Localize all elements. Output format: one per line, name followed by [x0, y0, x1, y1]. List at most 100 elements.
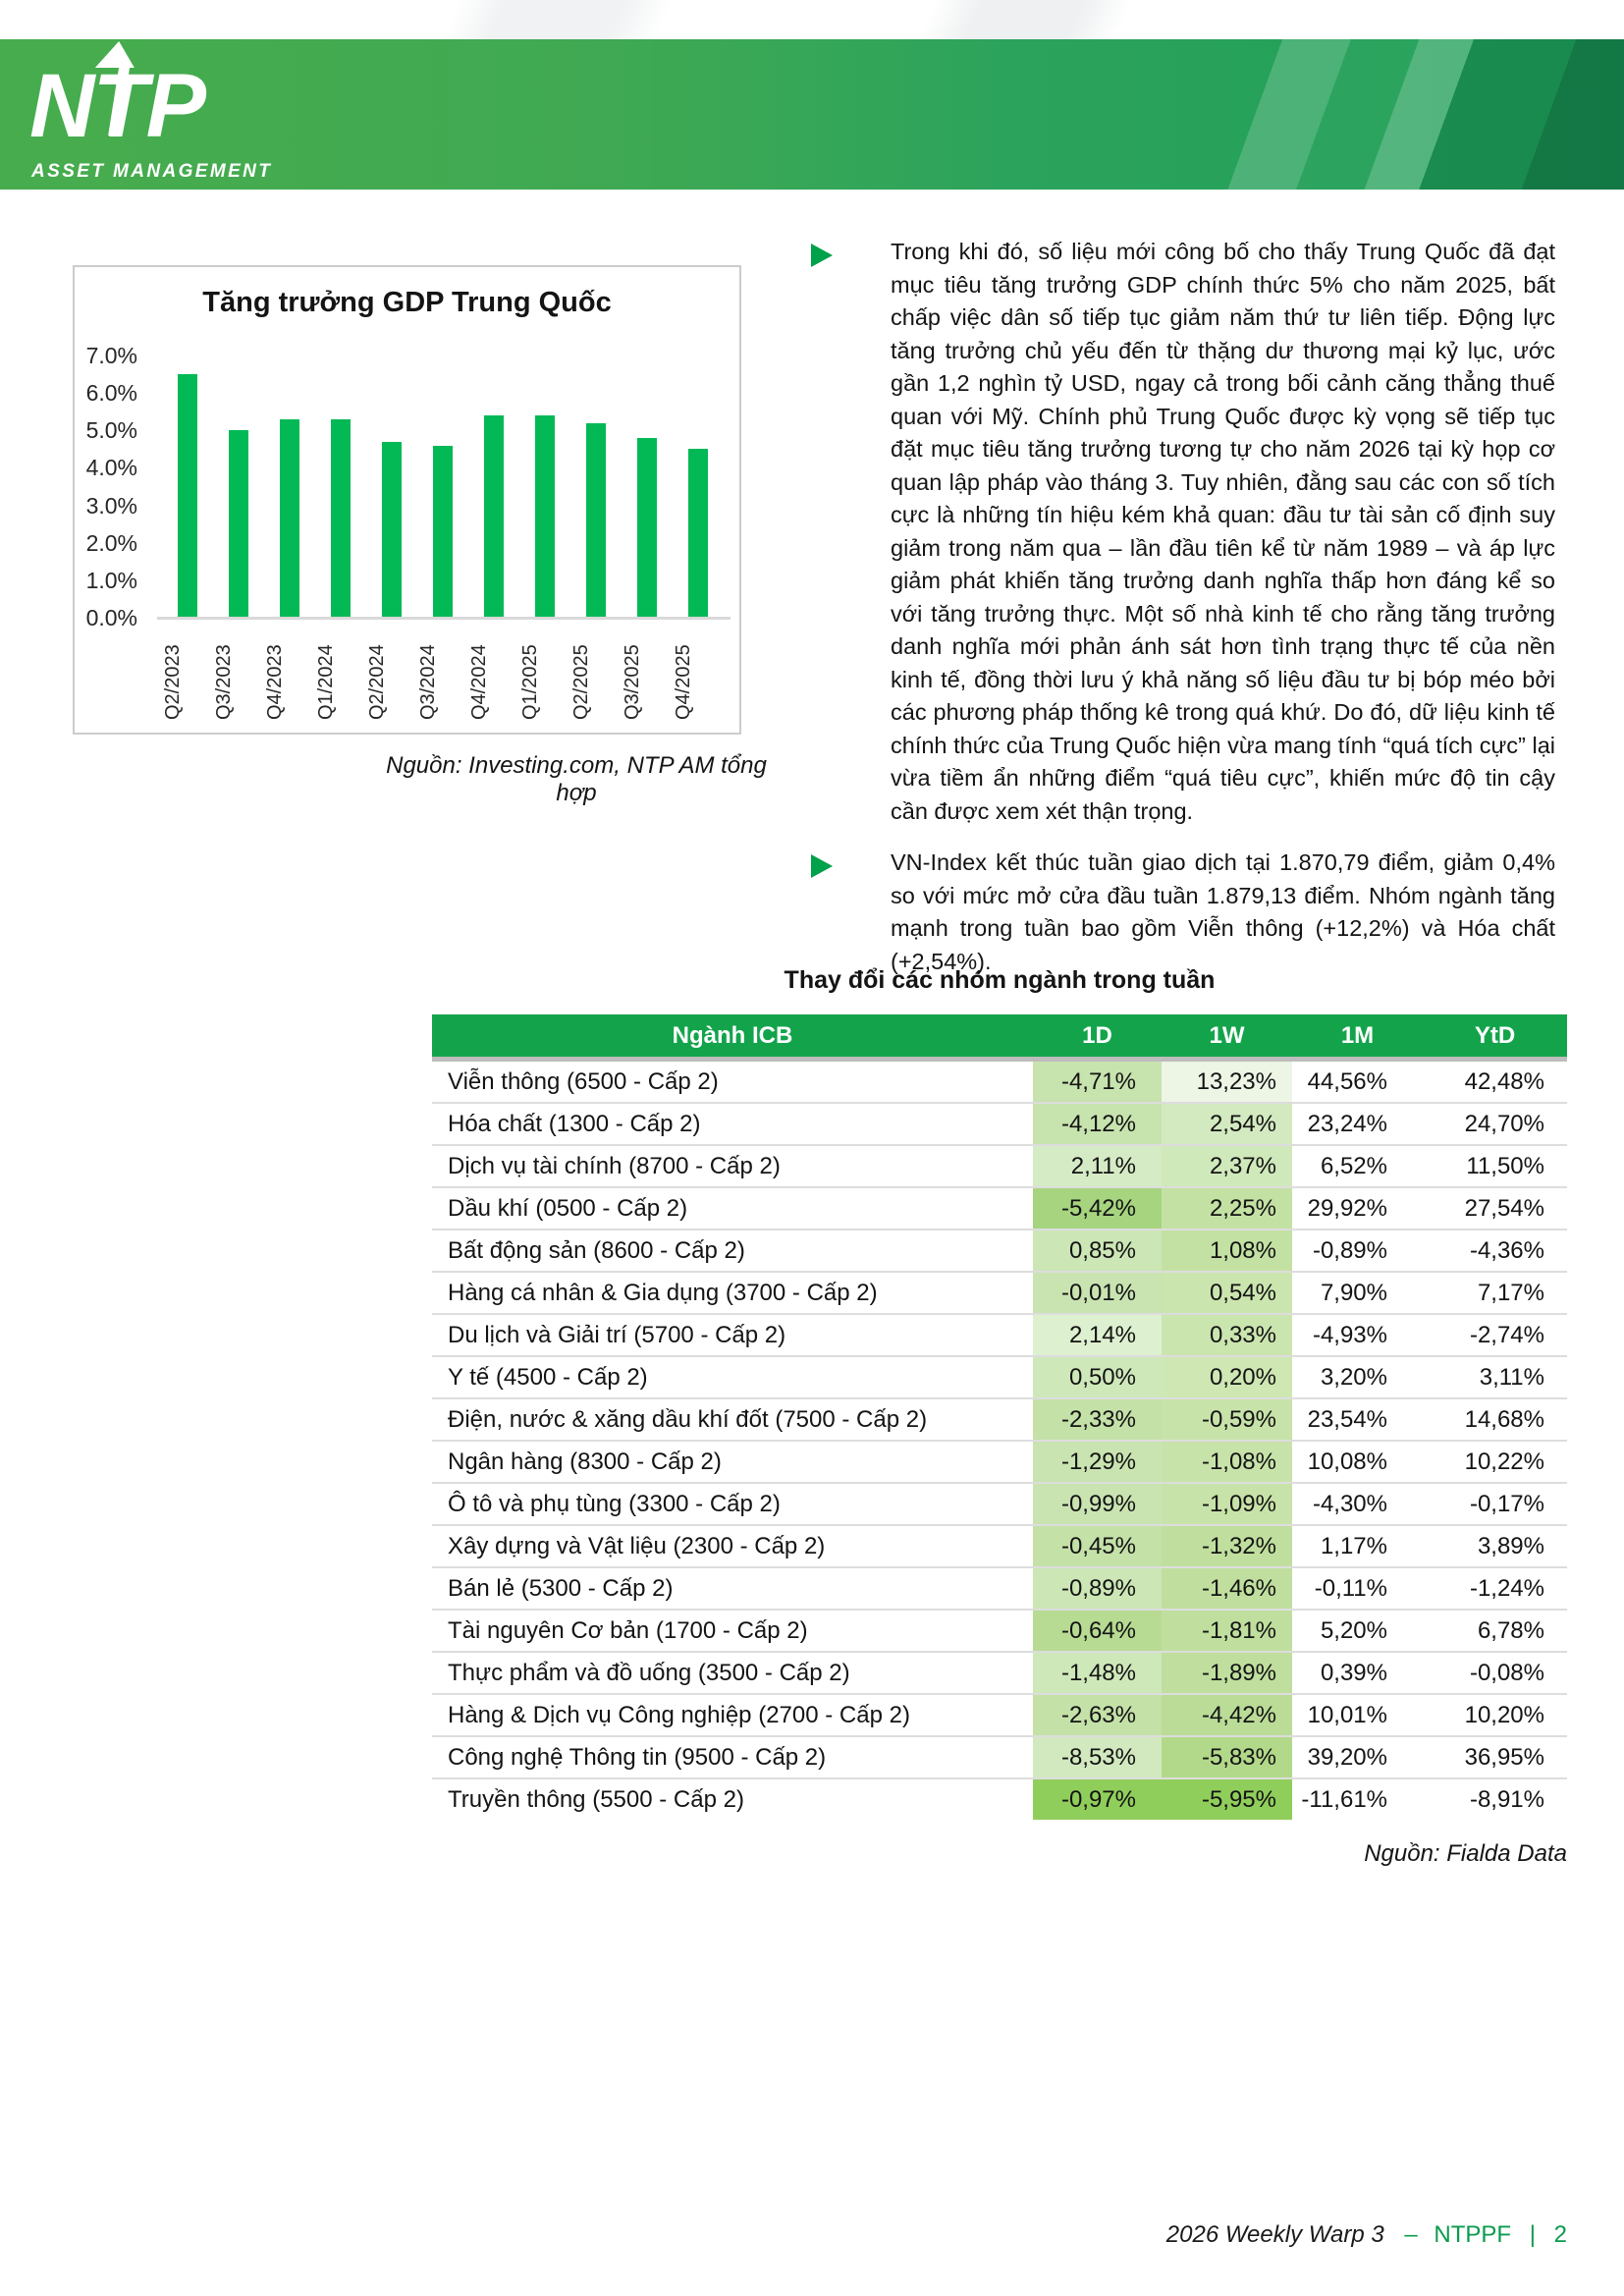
x-tick-label: Q2/2025	[570, 644, 592, 721]
value-cell-YtD: 10,20%	[1464, 1702, 1544, 1728]
sector-name-cell: Dịch vụ tài chính (8700 - Cấp 2)	[448, 1152, 781, 1179]
value-cell-1D: -0,97%	[1033, 1779, 1162, 1820]
gdp-bar-Q4/2024	[484, 415, 504, 618]
gdp-bar-Q3/2023	[229, 430, 248, 618]
y-tick-label: 1.0%	[85, 567, 137, 593]
value-cell-1D: -4,12%	[1033, 1104, 1162, 1144]
y-tick-label: 6.0%	[85, 380, 137, 407]
sector-name-cell: Du lịch và Giải trí (5700 - Cấp 2)	[448, 1321, 786, 1348]
value-cell-YtD: 10,22%	[1464, 1449, 1544, 1475]
page-footer: 2026 Weekly Warp 3 – NTPPF | 2	[1166, 2221, 1567, 2249]
sector-table: Ngành ICB 1D 1W 1M YtD Viễn thông (6500 …	[432, 1014, 1567, 1820]
sector-table-title: Thay đổi các nhóm ngành trong tuần	[784, 966, 1216, 994]
value-cell-1D: -1,29%	[1033, 1442, 1162, 1482]
value-cell-1W: -1,46%	[1162, 1568, 1292, 1609]
brand-banner: NTP ASSET MANAGEMENT	[0, 39, 1624, 190]
page-top-sheen	[0, 0, 1624, 39]
value-cell-1M: 1,17%	[1320, 1533, 1387, 1559]
chart-source-note: Nguồn: Investing.com, NTP AM tổng hợp	[386, 752, 767, 806]
gdp-bar-Q1/2024	[331, 418, 351, 618]
bullet-triangle-icon	[811, 854, 854, 878]
sector-name-cell: Bất động sản (8600 - Cấp 2)	[448, 1236, 745, 1264]
logo-subtext: ASSET MANAGEMENT	[31, 161, 273, 182]
value-cell-1W: -1,09%	[1162, 1484, 1292, 1524]
gdp-bar-Q3/2024	[433, 445, 453, 618]
gdp-bar-Q3/2025	[637, 437, 657, 618]
footer-page-number: 2	[1553, 2221, 1567, 2248]
y-tick-label: 7.0%	[85, 343, 137, 368]
table-row: Tài nguyên Cơ bản (1700 - Cấp 2) -0,64% -1…	[432, 1611, 1567, 1653]
value-cell-1M: 39,20%	[1307, 1744, 1387, 1771]
value-cell-1W: 0,33%	[1162, 1315, 1292, 1355]
value-cell-1W: 2,25%	[1162, 1188, 1292, 1229]
table-row: Hàng cá nhân & Gia dụng (3700 - Cấp 2) -0…	[432, 1273, 1567, 1315]
value-cell-1W: -5,83%	[1162, 1737, 1292, 1777]
value-cell-1W: -1,81%	[1162, 1611, 1292, 1651]
value-cell-YtD: -2,74%	[1469, 1322, 1544, 1348]
x-tick-label: Q3/2023	[213, 644, 235, 721]
table-row: Hóa chất (1300 - Cấp 2) -4,12% 2,54% 23,24%…	[432, 1104, 1567, 1146]
x-tick-label: Q4/2023	[264, 644, 286, 721]
column-header-nganh-icb: Ngành ICB	[672, 1021, 793, 1049]
y-tick-label: 0.0%	[85, 604, 137, 630]
x-tick-label: Q4/2025	[673, 644, 694, 721]
logo-text: NTP	[29, 56, 206, 156]
value-cell-YtD: 27,54%	[1464, 1195, 1544, 1222]
value-cell-1M: -0,89%	[1312, 1237, 1387, 1264]
value-cell-1D: 0,50%	[1033, 1357, 1162, 1397]
value-cell-1W: -1,08%	[1162, 1442, 1292, 1482]
value-cell-1D: 2,11%	[1033, 1146, 1162, 1186]
sector-name-cell: Công nghệ Thông tin (9500 - Cấp 2)	[448, 1743, 827, 1771]
bullet-item-vnindex: VN-Index kết thúc tuần giao dịch tại 1.8…	[811, 847, 1555, 978]
value-cell-YtD: 3,89%	[1477, 1533, 1544, 1559]
sector-name-cell: Thực phẩm và đồ uống (3500 - Cấp 2)	[448, 1659, 850, 1686]
column-header-ytd: YtD	[1474, 1021, 1516, 1049]
value-cell-YtD: -0,08%	[1469, 1660, 1544, 1686]
sector-name-cell: Tài nguyên Cơ bản (1700 - Cấp 2)	[448, 1616, 808, 1644]
value-cell-1D: -5,42%	[1033, 1188, 1162, 1229]
chart-title: Tăng trưởng GDP Trung Quốc	[202, 287, 612, 318]
sector-table-header: Ngành ICB 1D 1W 1M YtD	[432, 1014, 1567, 1057]
value-cell-1W: -5,95%	[1162, 1779, 1292, 1820]
sector-name-cell: Xây dựng và Vật liệu (2300 - Cấp 2)	[448, 1532, 826, 1559]
x-tick-label: Q2/2023	[162, 644, 184, 721]
table-row: Điện, nước & xăng dầu khí đốt (7500 - Cấ…	[432, 1399, 1567, 1442]
table-row: Viễn thông (6500 - Cấp 2) -4,71% 13,23% 44,…	[432, 1062, 1567, 1104]
value-cell-YtD: 6,78%	[1477, 1617, 1544, 1644]
value-cell-1M: -4,93%	[1312, 1322, 1387, 1348]
table-row: Bất động sản (8600 - Cấp 2) 0,85% 1,08% -0,…	[432, 1230, 1567, 1273]
gdp-bar-Q2/2024	[382, 441, 402, 618]
footer-divider: |	[1529, 2221, 1536, 2248]
gdp-chart-panel: Tăng trưởng GDP Trung Quốc 7.0% 6.0% 5.0% 4…	[73, 265, 741, 735]
table-source-note: Nguồn: Fialda Data	[1364, 1840, 1567, 1867]
value-cell-1M: 23,54%	[1307, 1406, 1387, 1433]
table-row: Ô tô và phụ tùng (3300 - Cấp 2) -0,99% -1,…	[432, 1484, 1567, 1526]
sector-name-cell: Hàng & Dịch vụ Công nghiệp (2700 - Cấp 2…	[448, 1701, 910, 1728]
table-row: Du lịch và Giải trí (5700 - Cấp 2) 2,14% 0…	[432, 1315, 1567, 1357]
sector-name-cell: Hóa chất (1300 - Cấp 2)	[448, 1110, 701, 1137]
bullet-text-vnindex: VN-Index kết thúc tuần giao dịch tại 1.8…	[891, 849, 1555, 974]
sector-name-cell: Điện, nước & xăng dầu khí đốt (7500 - Cấ…	[448, 1405, 928, 1433]
x-tick-label: Q3/2024	[417, 644, 439, 721]
value-cell-1D: -0,89%	[1033, 1568, 1162, 1609]
value-cell-1M: 7,90%	[1320, 1280, 1387, 1306]
value-cell-1D: -0,45%	[1033, 1526, 1162, 1566]
value-cell-1W: 1,08%	[1162, 1230, 1292, 1271]
value-cell-1M: -4,30%	[1312, 1491, 1387, 1517]
value-cell-YtD: 7,17%	[1477, 1280, 1544, 1306]
sector-name-cell: Hàng cá nhân & Gia dụng (3700 - Cấp 2)	[448, 1279, 878, 1306]
table-row: Công nghệ Thông tin (9500 - Cấp 2) -8,53%…	[432, 1737, 1567, 1779]
table-row: Hàng & Dịch vụ Công nghiệp (2700 - Cấp 2…	[432, 1695, 1567, 1737]
x-tick-label: Q4/2024	[468, 644, 490, 721]
value-cell-1W: 13,23%	[1162, 1062, 1292, 1102]
value-cell-1M: 5,20%	[1320, 1617, 1387, 1644]
gdp-bar-Q1/2025	[535, 415, 555, 618]
value-cell-YtD: 11,50%	[1466, 1153, 1544, 1179]
value-cell-1M: -0,11%	[1314, 1575, 1387, 1602]
table-row: Xây dựng và Vật liệu (2300 - Cấp 2) -0,45…	[432, 1526, 1567, 1568]
value-cell-1D: -4,71%	[1033, 1062, 1162, 1102]
sector-name-cell: Ngân hàng (8300 - Cấp 2)	[448, 1448, 722, 1475]
table-row: Y tế (4500 - Cấp 2) 0,50% 0,20% 3,20% 3,11%	[432, 1357, 1567, 1399]
value-cell-1W: -1,32%	[1162, 1526, 1292, 1566]
